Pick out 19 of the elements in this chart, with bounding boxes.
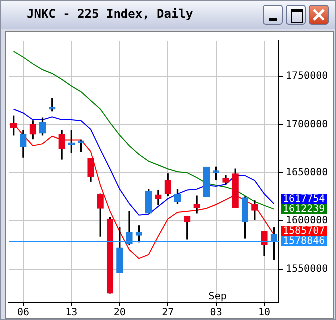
y-tick-label: 1650000 bbox=[286, 168, 328, 179]
x-tick-label: 20 bbox=[114, 308, 126, 319]
data-label: 1612239 bbox=[283, 204, 326, 215]
y-tick-label: 1750000 bbox=[286, 71, 328, 82]
x-tick-label: 27 bbox=[162, 308, 174, 319]
y-tick-label: 1700000 bbox=[286, 119, 328, 130]
chart-title: JNKC - 225 Index, Daily bbox=[27, 7, 194, 21]
data-label: 1617754 bbox=[283, 194, 326, 205]
annotation: Sep bbox=[208, 292, 227, 303]
data-label: 1585707 bbox=[283, 226, 326, 238]
x-tick-label: 10 bbox=[258, 308, 271, 319]
candlestick bbox=[203, 166, 210, 198]
x-tick-label: 06 bbox=[17, 308, 30, 319]
y-tick-label: 1600000 bbox=[286, 216, 328, 227]
x-tick-label: 03 bbox=[210, 308, 222, 319]
y-tick-label: 1550000 bbox=[286, 264, 328, 275]
ref-line-label: 1578846 bbox=[283, 236, 326, 248]
x-tick-label: 13 bbox=[66, 308, 78, 319]
candlestick bbox=[194, 196, 200, 214]
